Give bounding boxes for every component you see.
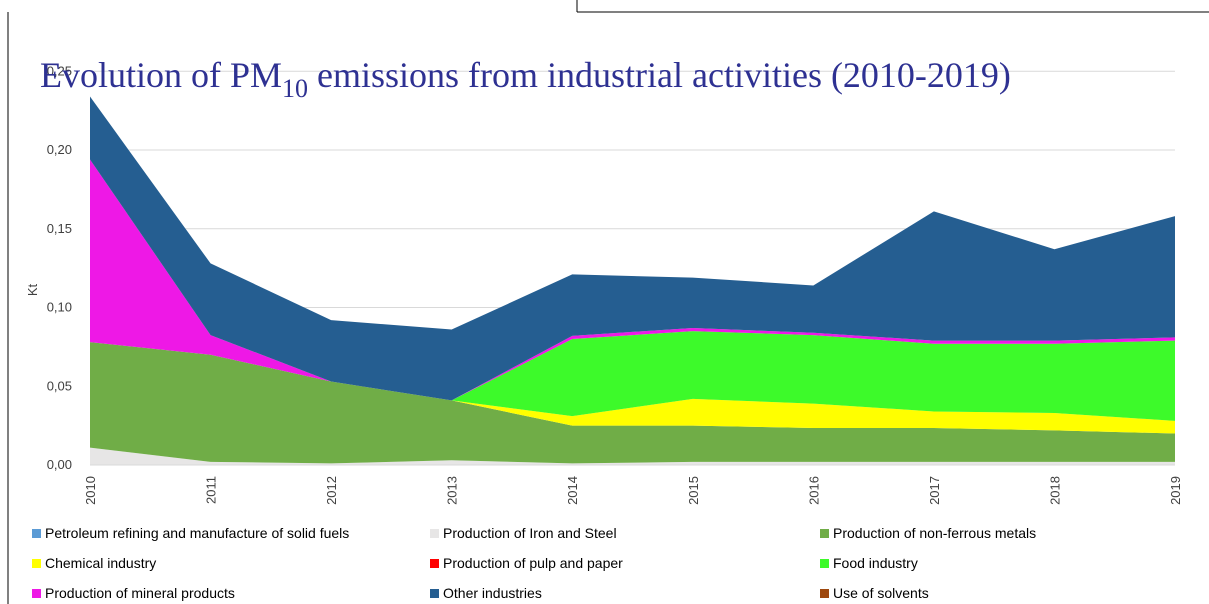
legend-swatch — [430, 589, 439, 598]
title-text: Evolution of PM — [40, 55, 282, 95]
legend-label: Production of mineral products — [45, 585, 235, 601]
x-tick-label: 2018 — [1047, 476, 1062, 505]
legend-swatch — [820, 589, 829, 598]
y-tick-label: 0,10 — [47, 300, 72, 315]
y-axis-label: Kt — [25, 283, 40, 296]
x-tick-label: 2016 — [806, 476, 821, 505]
y-tick-label: 0,05 — [47, 378, 72, 393]
legend-swatch — [820, 529, 829, 538]
area — [90, 159, 1175, 401]
legend-swatch — [32, 559, 41, 568]
legend-label: Petroleum refining and manufacture of so… — [45, 525, 349, 541]
area — [90, 331, 1175, 421]
title-text: emissions from industrial activities (20… — [308, 55, 1011, 95]
legend-swatch — [430, 529, 439, 538]
y-tick-label: 0,20 — [47, 142, 72, 157]
legend-swatch — [820, 559, 829, 568]
legend-swatch — [430, 559, 439, 568]
y-tick-label: 0,15 — [47, 221, 72, 236]
legend-label: Food industry — [833, 555, 918, 571]
legend-swatch — [32, 589, 41, 598]
area — [90, 342, 1175, 464]
legend-label: Production of Iron and Steel — [443, 525, 617, 541]
legend-label: Production of pulp and paper — [443, 555, 623, 571]
x-tick-label: 2017 — [927, 476, 942, 505]
legend-label: Chemical industry — [45, 555, 156, 571]
legend-label: Production of non-ferrous metals — [833, 525, 1036, 541]
x-tick-label: 2015 — [686, 476, 701, 505]
legend-label: Other industries — [443, 585, 542, 601]
area — [90, 342, 1175, 434]
x-tick-label: 2012 — [324, 476, 339, 505]
legend-swatch — [32, 529, 41, 538]
x-tick-label: 2013 — [445, 476, 460, 505]
x-tick-label: 2011 — [204, 476, 219, 504]
y-tick-label: 0,25 — [47, 63, 72, 78]
legend-label: Use of solvents — [833, 585, 929, 601]
x-tick-label: 2010 — [83, 476, 98, 505]
title-subscript: 10 — [282, 74, 308, 103]
chart-title: Evolution of PM10 emissions from industr… — [40, 55, 1011, 103]
area — [90, 447, 1175, 465]
x-tick-label: 2019 — [1168, 476, 1183, 505]
y-tick-label: 0,00 — [47, 457, 72, 472]
area — [90, 96, 1175, 401]
x-tick-label: 2014 — [565, 476, 580, 505]
